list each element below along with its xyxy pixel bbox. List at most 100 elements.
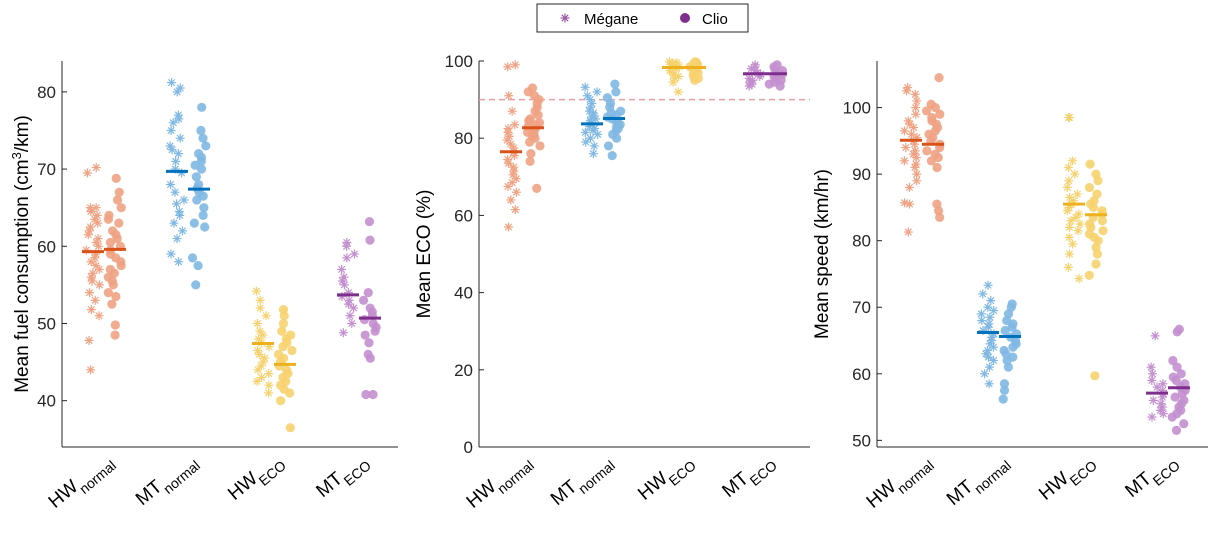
megane-point (168, 146, 176, 154)
megane-point (506, 140, 515, 148)
megane-point (504, 124, 512, 133)
megane-point (904, 117, 912, 125)
clio-point (1174, 324, 1184, 334)
megane-point (1074, 227, 1082, 235)
clio-point (935, 109, 945, 119)
megane-point (511, 121, 519, 129)
megane-point (1068, 157, 1077, 165)
megane-point (94, 234, 102, 243)
group-HW_ECO (662, 57, 706, 97)
megane-point (594, 130, 602, 138)
megane-point (987, 296, 995, 305)
clio-point (1097, 206, 1107, 216)
clio-point (116, 203, 126, 213)
megane-point (89, 269, 97, 277)
megane-point (1065, 223, 1074, 231)
megane-point (254, 346, 262, 355)
clio-point (1180, 379, 1190, 389)
legend-label-clio: Clio (702, 11, 728, 28)
megane-point (913, 170, 921, 178)
group-MT_normal (580, 79, 626, 161)
panel-2: 0 20 40 60 80 100 Mean ECO (%) HWnormal MTnormal… (414, 52, 810, 518)
clio-point (525, 156, 535, 166)
megane-point (85, 336, 93, 345)
group-HW_normal (899, 73, 945, 237)
clio-point (607, 150, 617, 161)
megane-point (173, 234, 181, 243)
megane-point (345, 296, 353, 304)
megane-point (910, 123, 918, 132)
clio-point (364, 338, 374, 348)
clio-point (525, 114, 535, 124)
megane-point (990, 306, 998, 315)
clio-point (359, 315, 370, 325)
clio-point (114, 187, 124, 197)
clio-point (273, 349, 284, 359)
clio-point (287, 345, 297, 356)
clio-point (690, 57, 700, 67)
category-label: MTnormal (547, 449, 618, 515)
clio-point (999, 385, 1010, 396)
megane-point (1068, 240, 1077, 248)
clio-point (111, 173, 121, 183)
category-label: HWECO (634, 449, 699, 510)
clio-point (281, 365, 292, 375)
megane-point (1147, 363, 1155, 371)
megane-point (1159, 403, 1167, 411)
y-tick-label: 0 (464, 438, 473, 457)
clio-point (1007, 299, 1017, 309)
clio-point (1091, 169, 1101, 179)
clio-point (999, 379, 1010, 389)
clio-point (932, 162, 942, 173)
megane-point (1065, 177, 1073, 185)
megane-point (984, 346, 992, 355)
megane-point (261, 354, 269, 362)
megane-point (350, 250, 359, 258)
megane-point (175, 207, 183, 216)
megane-point (589, 150, 597, 158)
clio-point (278, 304, 289, 315)
clio-point (926, 156, 936, 166)
clio-point (105, 264, 116, 275)
megane-point (94, 242, 103, 250)
category-label: MTnormal (943, 449, 1014, 515)
megane-point (745, 74, 753, 82)
category-label: HWnormal (863, 449, 937, 518)
group-MT_ECO (743, 60, 788, 91)
clio-point (526, 149, 536, 159)
megane-point (505, 132, 513, 140)
megane-point (512, 175, 520, 183)
group-MT_normal (976, 280, 1022, 404)
group-HW_ECO (251, 286, 297, 433)
group-HW_ECO (1062, 113, 1108, 381)
clio-point (363, 349, 373, 359)
clio-point (198, 133, 208, 143)
clio-point (1091, 259, 1101, 269)
y-tick-label: 80 (37, 83, 56, 102)
y-tick-label: 40 (37, 392, 56, 411)
clio-point (535, 141, 545, 151)
clio-point (603, 141, 614, 151)
clio-point (927, 112, 937, 123)
clio-point (200, 222, 210, 232)
clio-point (368, 318, 378, 329)
clio-point (201, 141, 211, 151)
megane-point (83, 169, 92, 177)
megane-point (751, 61, 759, 69)
megane-point (589, 109, 598, 117)
megane-point (510, 151, 519, 160)
clio-point (104, 210, 114, 220)
megane-point (95, 281, 104, 289)
category-label: MTnormal (132, 449, 203, 515)
megane-point (1148, 370, 1157, 378)
megane-point (343, 238, 351, 247)
category-label: HWnormal (463, 449, 537, 518)
y-tick-label: 50 (37, 314, 56, 333)
megane-point (340, 281, 349, 289)
legend-label-megane: Mégane (584, 11, 638, 28)
megane-point (504, 155, 512, 164)
megane-point (94, 219, 102, 227)
clio-point (110, 330, 120, 340)
megane-point (176, 134, 184, 142)
category-label: MTECO (1121, 449, 1183, 507)
